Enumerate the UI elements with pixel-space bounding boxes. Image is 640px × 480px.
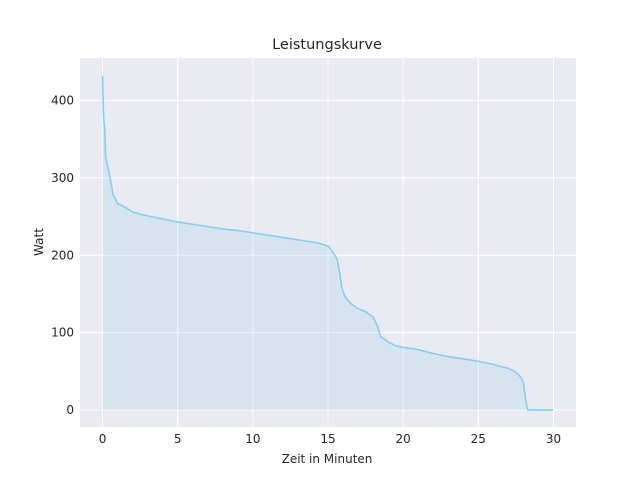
- y-tick-label: 100: [51, 326, 74, 340]
- y-tick-label: 200: [51, 248, 74, 262]
- gridlines: [80, 58, 576, 427]
- y-axis-ticks: 0 100 200 300 400: [51, 94, 74, 417]
- x-tick-label: 25: [471, 432, 486, 446]
- power-area-fill: [102, 75, 554, 410]
- y-tick-label: 0: [66, 403, 74, 417]
- x-axis-ticks: 0 5 10 15 20 25 30: [99, 432, 561, 446]
- x-tick-label: 30: [546, 432, 561, 446]
- y-tick-label: 400: [51, 94, 74, 108]
- x-tick-label: 15: [320, 432, 335, 446]
- y-axis-label: Watt: [32, 228, 46, 256]
- power-curve-line: [101, 75, 554, 411]
- x-tick-label: 0: [99, 432, 107, 446]
- x-tick-label: 10: [245, 432, 260, 446]
- y-tick-label: 300: [51, 171, 74, 185]
- chart-title: Leistungskurve: [272, 37, 382, 53]
- x-tick-label: 5: [174, 432, 182, 446]
- x-tick-label: 20: [396, 432, 411, 446]
- x-axis-label: Zeit in Minuten: [282, 452, 373, 466]
